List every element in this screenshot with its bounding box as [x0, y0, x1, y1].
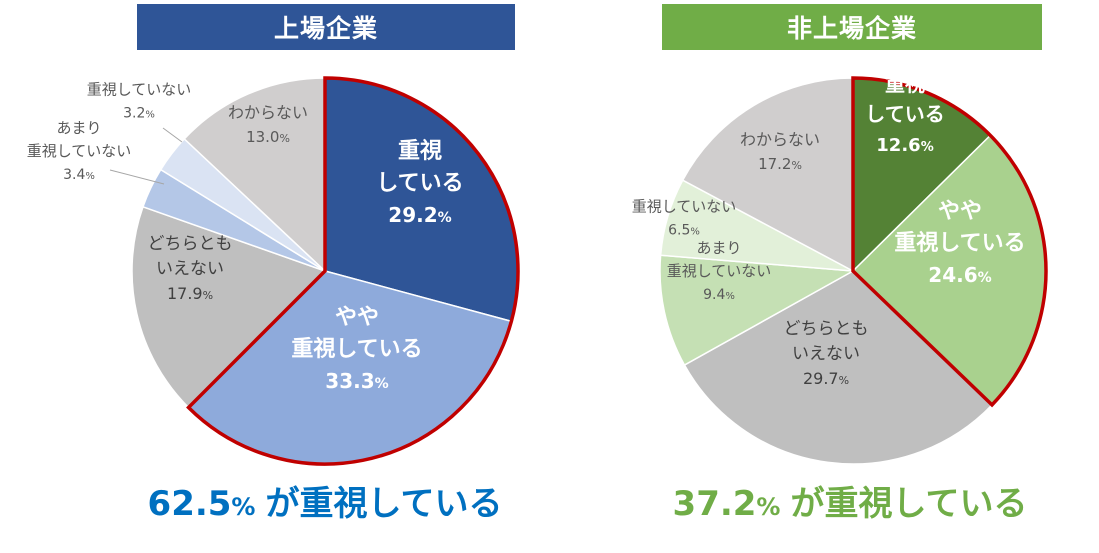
listed-summary-text: が重視している [265, 484, 503, 524]
listed-leader-4 [162, 127, 183, 143]
unlisted-slice-3 [659, 254, 856, 367]
unlisted-slice-label-0: 重視している 12.6% [865, 72, 944, 156]
listed-slice-label-0: 重視している 29.2% [376, 139, 463, 227]
listed-summary: 62.5 % が重視している [90, 476, 560, 528]
unlisted-slice-label-5: わからない 17.2% [740, 130, 820, 173]
listed-slice-label-4: 重視していない 3.2% [87, 81, 192, 122]
unlisted-slice-label-2: どちらともいえない 29.7% [784, 319, 869, 388]
listed-summary-value: 62.5 [147, 484, 232, 524]
listed-highlight-outline [186, 76, 520, 466]
unlisted-slice-2 [683, 270, 994, 465]
unlisted-highlight-outline [851, 76, 1048, 408]
listed-slice-5 [183, 77, 326, 273]
unlisted-slice-label-3: あまり重視していない 9.4% [667, 239, 772, 303]
unlisted-slice-5 [681, 77, 854, 273]
listed-slice-2 [131, 205, 327, 409]
listed-summary-unit: % [231, 493, 256, 521]
unlisted-summary-unit: % [756, 493, 781, 521]
unlisted-slice-label-1: やや重視している 24.6% [894, 199, 1025, 287]
listed-slice-label-2: どちらともいえない 17.9% [148, 234, 233, 303]
unlisted-summary-value: 37.2 [672, 484, 757, 524]
listed-leader-3 [109, 169, 165, 185]
listed-banner: 上場企業 [137, 4, 515, 50]
listed-slice-label-1: やや重視している 33.3% [291, 305, 422, 393]
unlisted-summary: 37.2 % が重視している [615, 476, 1085, 528]
listed-slice-label-5: わからない 13.0% [228, 103, 308, 146]
listed-slice-label-3: あまり重視していない 3.4% [27, 119, 132, 183]
unlisted-summary-text: が重視している [790, 484, 1028, 524]
unlisted-slice-label-4: 重視していない 6.5% [632, 198, 737, 239]
unlisted-banner: 非上場企業 [662, 4, 1042, 50]
